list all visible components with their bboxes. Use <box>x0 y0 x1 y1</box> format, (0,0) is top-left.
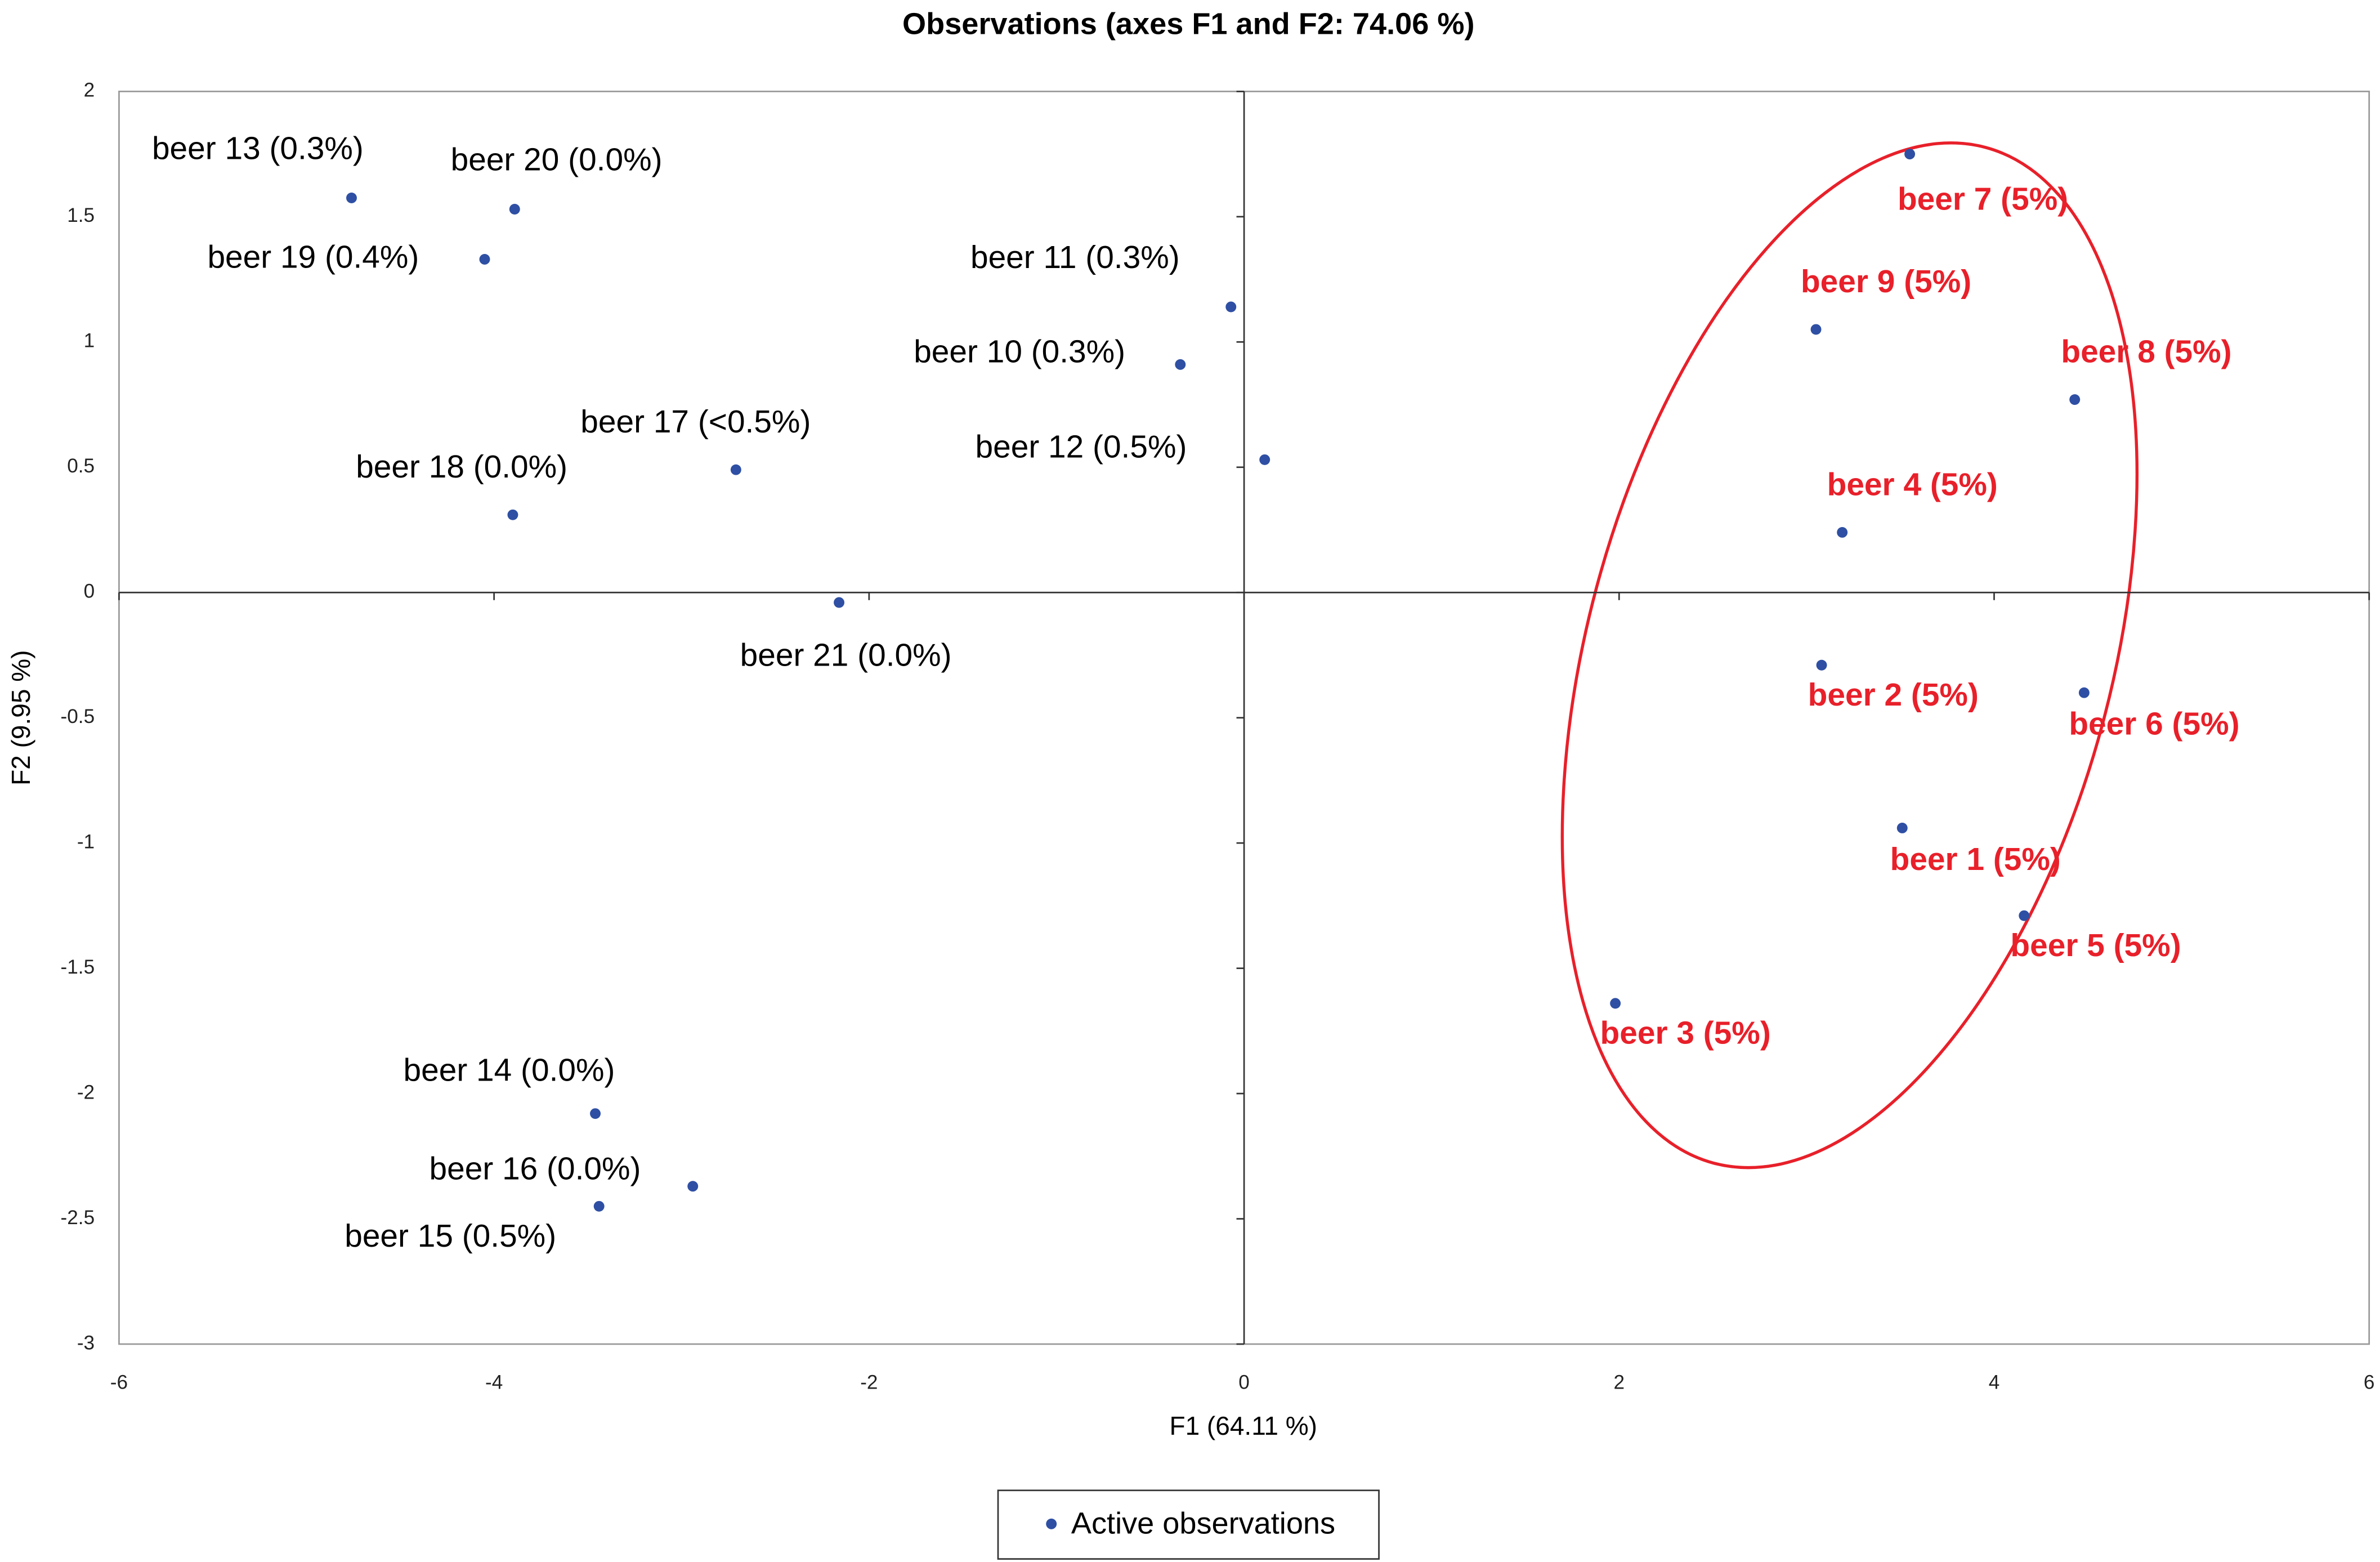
point-label: beer 5 (5%) <box>2010 928 2181 963</box>
x-axis-label: F1 (64.11 %) <box>1169 1411 1317 1440</box>
legend-label: Active observations <box>1071 1506 1335 1540</box>
data-point <box>346 193 357 203</box>
data-point <box>1816 659 1827 671</box>
point-label: beer 21 (0.0%) <box>740 637 952 673</box>
data-point <box>1896 822 1908 833</box>
x-tick-label: 2 <box>1614 1372 1625 1394</box>
legend-box <box>997 1489 1380 1560</box>
chart-title: Observations (axes F1 and F2: 74.06 %) <box>902 7 1474 41</box>
point-label: beer 17 (<0.5%) <box>580 404 811 440</box>
data-point <box>1810 324 1822 335</box>
x-tick-label: 0 <box>1238 1372 1250 1394</box>
data-point <box>2019 910 2030 921</box>
data-point <box>2078 687 2090 698</box>
data-point <box>730 464 741 475</box>
point-label: beer 10 (0.3%) <box>914 334 1125 369</box>
x-tick-label: 6 <box>2364 1372 2375 1394</box>
point-label: beer 19 (0.4%) <box>207 239 419 275</box>
point-label: beer 7 (5%) <box>1898 182 2068 217</box>
data-point <box>1837 526 1848 538</box>
y-tick-label: 0.5 <box>67 455 95 477</box>
point-label: beer 18 (0.0%) <box>356 449 567 485</box>
point-label: beer 14 (0.0%) <box>404 1053 615 1088</box>
data-point <box>509 204 520 215</box>
highlight-ellipse <box>1560 141 2139 1170</box>
point-label: beer 3 (5%) <box>1600 1016 1771 1051</box>
data-point <box>1225 301 1237 313</box>
point-label: beer 2 (5%) <box>1808 677 1979 713</box>
y-tick-label: -2 <box>77 1081 95 1103</box>
x-tick-label: -6 <box>110 1372 128 1394</box>
y-tick-label: -0.5 <box>61 706 95 728</box>
point-label: beer 1 (5%) <box>1890 842 2061 877</box>
y-tick-label: 2 <box>84 79 95 101</box>
data-point <box>479 254 490 265</box>
data-point <box>1259 454 1270 465</box>
point-label: beer 12 (0.5%) <box>976 429 1187 465</box>
y-axis-label: F2 (9.95 %) <box>6 650 35 786</box>
data-point <box>507 509 518 520</box>
data-point <box>1175 359 1186 370</box>
data-point <box>1610 998 1621 1009</box>
x-tick-label: 4 <box>1989 1372 2000 1394</box>
y-tick-label: -3 <box>77 1332 95 1354</box>
legend-marker <box>1046 1518 1057 1529</box>
point-label: beer 9 (5%) <box>1801 264 1971 300</box>
y-tick-label: 0 <box>84 581 95 603</box>
data-point <box>2069 394 2081 405</box>
data-point <box>593 1200 605 1212</box>
x-tick-label: -2 <box>860 1372 878 1394</box>
point-label: beer 16 (0.0%) <box>430 1152 641 1187</box>
point-label: beer 11 (0.3%) <box>970 240 1180 275</box>
y-tick-label: -1 <box>77 831 95 853</box>
y-tick-label: 1.5 <box>67 204 95 226</box>
point-label: beer 6 (5%) <box>2069 707 2239 742</box>
data-point <box>687 1181 699 1192</box>
data-point <box>1904 149 1916 160</box>
point-label: beer 4 (5%) <box>1827 467 1998 502</box>
data-point <box>834 597 845 608</box>
point-label: beer 20 (0.0%) <box>451 142 663 178</box>
point-label: beer 15 (0.5%) <box>345 1219 556 1254</box>
y-tick-label: 1 <box>84 330 95 352</box>
data-point <box>590 1108 601 1119</box>
point-label: beer 8 (5%) <box>2061 334 2231 369</box>
y-tick-label: -2.5 <box>61 1207 95 1229</box>
x-tick-label: -4 <box>485 1372 503 1394</box>
y-tick-label: -1.5 <box>61 956 95 978</box>
point-label: beer 13 (0.3%) <box>152 131 364 167</box>
